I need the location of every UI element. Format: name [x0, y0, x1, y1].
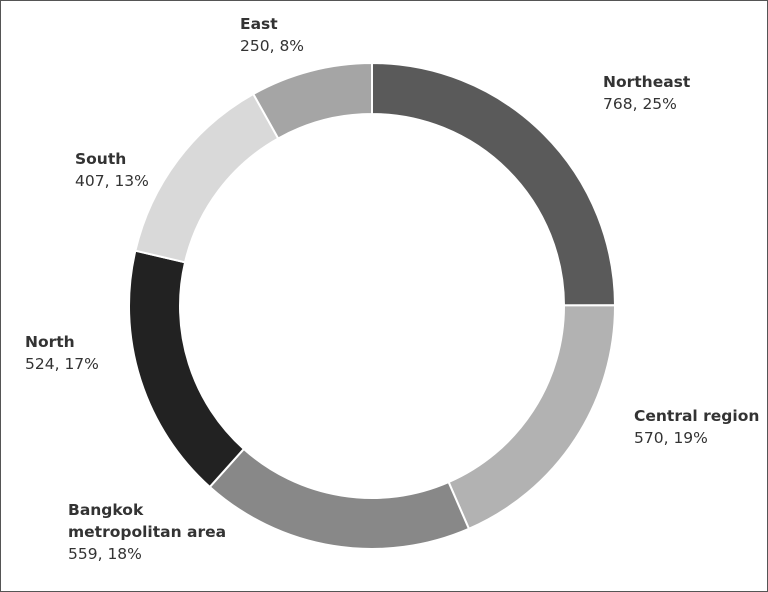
- category-label: Central region: [634, 407, 760, 425]
- donut-segment: [251, 61, 373, 140]
- data-label: North 524, 17%: [25, 331, 99, 375]
- donut-segment: [371, 61, 617, 307]
- value-label: 524, 17%: [25, 355, 99, 373]
- donut-segment: [134, 92, 280, 264]
- data-label: East 250, 8%: [240, 13, 304, 57]
- donut-segment: [447, 304, 616, 531]
- value-label: 250, 8%: [240, 37, 305, 55]
- category-label: East: [240, 15, 278, 33]
- data-label: Central region 570, 19%: [634, 405, 759, 449]
- category-label: Northeast: [603, 73, 691, 91]
- value-label: 768, 25%: [603, 95, 677, 113]
- data-label: Northeast 768, 25%: [603, 71, 690, 115]
- data-label: South 407, 13%: [75, 148, 149, 192]
- donut-segment: [128, 249, 246, 489]
- category-label: Bangkok metropolitan area: [68, 501, 227, 541]
- value-label: 570, 19%: [634, 429, 708, 447]
- category-label: North: [25, 333, 75, 351]
- donut-segment: [208, 447, 471, 550]
- data-label: Bangkok metropolitan area 559, 18%: [68, 499, 248, 565]
- value-label: 559, 18%: [68, 545, 142, 563]
- value-label: 407, 13%: [75, 172, 149, 190]
- category-label: South: [75, 150, 127, 168]
